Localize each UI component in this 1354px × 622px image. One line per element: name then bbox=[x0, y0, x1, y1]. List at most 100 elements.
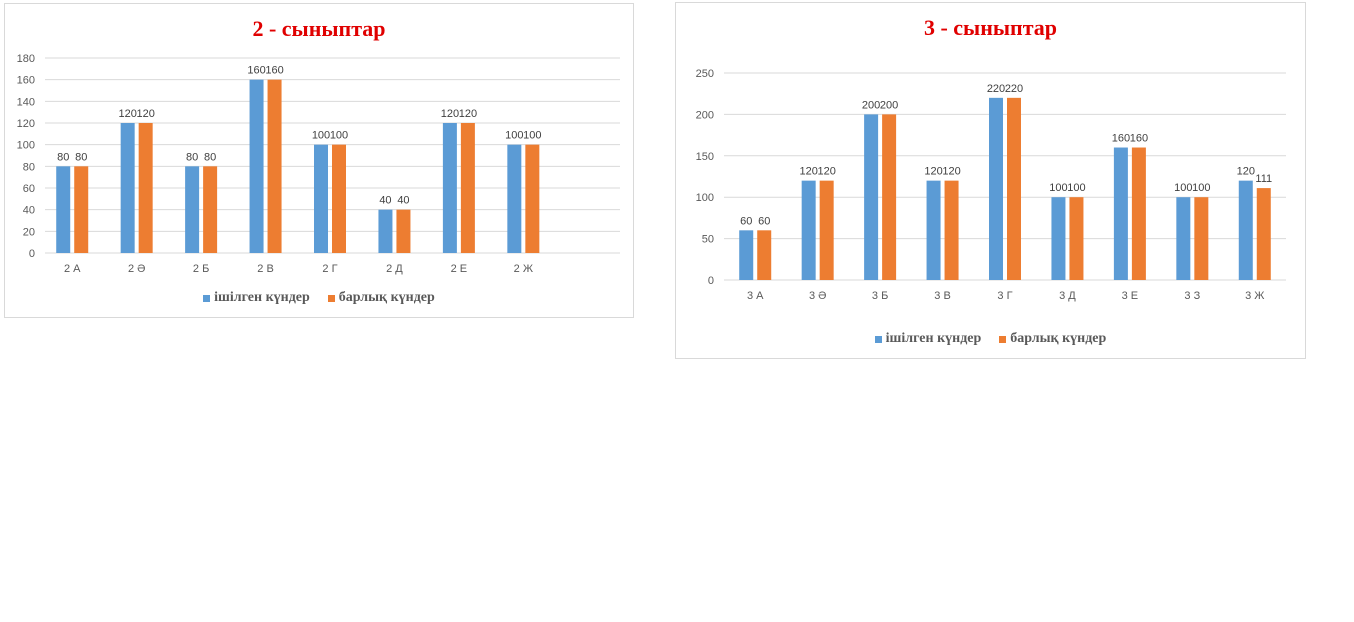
x-tick-label: 2 Ә bbox=[128, 263, 145, 275]
y-tick-label: 0 bbox=[708, 275, 714, 287]
bar-barlyk bbox=[1131, 147, 1146, 280]
bar-ishilgen bbox=[314, 144, 328, 253]
x-tick-label: 2 В bbox=[257, 263, 274, 275]
legend-swatch-series-2 bbox=[327, 294, 335, 302]
y-tick-label: 200 bbox=[696, 109, 714, 121]
data-label: 120 bbox=[817, 166, 835, 178]
x-tick-label: 2 Ж bbox=[514, 263, 533, 275]
bar-ishilgen bbox=[989, 97, 1003, 280]
data-label: 120 bbox=[459, 108, 477, 120]
y-tick-label: 140 bbox=[17, 96, 35, 108]
x-tick-label: 3 Ә bbox=[809, 290, 826, 302]
y-tick-label: 50 bbox=[702, 234, 714, 246]
bar-barlyk bbox=[757, 230, 772, 280]
chart-title: 2 - сыныптар bbox=[252, 16, 386, 41]
legend-swatch-series-2 bbox=[999, 335, 1007, 343]
bar-barlyk bbox=[460, 123, 475, 253]
data-label: 220 bbox=[987, 83, 1005, 95]
x-tick-label: 3 Д bbox=[1059, 290, 1076, 302]
bar-ishilgen bbox=[185, 166, 200, 253]
x-tick-label: 3 А bbox=[747, 290, 764, 302]
data-label: 100 bbox=[1067, 182, 1085, 194]
data-label: 111 bbox=[1255, 173, 1272, 185]
data-label: 160 bbox=[1130, 133, 1148, 145]
legend-swatch-series-1 bbox=[203, 294, 211, 302]
data-label: 100 bbox=[1174, 182, 1192, 194]
bar-ishilgen bbox=[739, 230, 754, 280]
bar-ishilgen bbox=[249, 79, 264, 254]
bar-ishilgen bbox=[1176, 197, 1191, 280]
bar-barlyk bbox=[396, 209, 411, 253]
data-label: 120 bbox=[799, 166, 817, 178]
y-tick-label: 0 bbox=[29, 248, 35, 260]
bar-barlyk bbox=[332, 144, 346, 253]
y-tick-label: 60 bbox=[23, 183, 35, 195]
legend-item-series-2: барлық күндер bbox=[999, 331, 1106, 347]
data-label: 40 bbox=[379, 195, 391, 207]
x-tick-label: 3 Б bbox=[872, 290, 888, 302]
bar-ishilgen bbox=[56, 166, 71, 253]
y-tick-label: 80 bbox=[23, 161, 35, 173]
legend-label-series-1: ішілген күндер bbox=[885, 331, 982, 346]
x-tick-label: 2 Г bbox=[322, 263, 337, 275]
y-tick-label: 20 bbox=[23, 226, 35, 238]
data-label: 120 bbox=[118, 108, 136, 120]
x-tick-label: 2 Б bbox=[193, 263, 209, 275]
x-tick-label: 3 З bbox=[1184, 290, 1200, 302]
data-label: 60 bbox=[758, 215, 770, 227]
bar-ishilgen bbox=[507, 144, 522, 253]
data-label: 100 bbox=[330, 130, 348, 142]
bar-ishilgen bbox=[801, 180, 816, 280]
x-tick-label: 3 Ж bbox=[1245, 290, 1264, 302]
data-label: 160 bbox=[247, 65, 265, 77]
data-label: 80 bbox=[186, 151, 198, 163]
bar-ishilgen bbox=[1238, 180, 1253, 280]
bar-barlyk bbox=[1256, 188, 1271, 280]
data-label: 120 bbox=[136, 108, 154, 120]
legend-label-series-1: ішілген күндер bbox=[214, 290, 310, 305]
legend-swatch-series-1 bbox=[874, 335, 882, 343]
x-tick-label: 3 В bbox=[934, 290, 951, 302]
data-label: 120 bbox=[924, 166, 942, 178]
chart-legend: ішілген күндер барлық күндер bbox=[5, 290, 633, 306]
bar-barlyk bbox=[267, 79, 282, 254]
bar-ishilgen bbox=[120, 123, 135, 253]
y-tick-label: 120 bbox=[17, 118, 35, 130]
bar-barlyk bbox=[138, 123, 153, 253]
x-tick-label: 2 Д bbox=[386, 263, 403, 275]
y-tick-label: 100 bbox=[17, 140, 35, 152]
chart-panel-2-classes: 2 - сыныптар 0 20 40 60 80 100 120 140 160 180 80 8… bbox=[4, 3, 634, 318]
data-label: 60 bbox=[740, 215, 752, 227]
y-tick-label: 150 bbox=[696, 151, 714, 163]
bar-barlyk bbox=[74, 166, 89, 253]
legend-item-series-1: ішілген күндер bbox=[203, 290, 310, 306]
bar-barlyk bbox=[1194, 197, 1209, 280]
bar-barlyk bbox=[525, 144, 540, 253]
bar-barlyk bbox=[1069, 197, 1084, 280]
legend-label-series-2: барлық күндер bbox=[1010, 331, 1107, 346]
bar-barlyk bbox=[203, 166, 218, 253]
chart-panel-3-classes: 3 - сыныптар 0 50 100 150 200 250 60 60 3 А 120 12… bbox=[675, 2, 1306, 359]
y-tick-label: 180 bbox=[17, 53, 35, 65]
data-label: 100 bbox=[1049, 182, 1067, 194]
data-label: 120 bbox=[1237, 166, 1255, 178]
bar-ishilgen bbox=[926, 180, 941, 280]
chart-legend: ішілген күндер барлық күндер bbox=[676, 331, 1305, 347]
bar-ishilgen bbox=[864, 114, 879, 281]
data-label: 120 bbox=[942, 166, 960, 178]
bar-barlyk bbox=[1007, 97, 1021, 280]
legend-item-series-2: барлық күндер bbox=[327, 290, 435, 306]
x-tick-label: 3 Е bbox=[1122, 290, 1139, 302]
data-label: 100 bbox=[312, 130, 330, 142]
y-tick-label: 160 bbox=[17, 75, 35, 87]
data-label: 160 bbox=[1112, 133, 1130, 145]
chart-title: 3 - сыныптар bbox=[923, 15, 1058, 40]
data-label: 100 bbox=[1192, 182, 1210, 194]
bar-barlyk bbox=[944, 180, 959, 280]
data-label: 80 bbox=[204, 151, 216, 163]
data-label: 40 bbox=[397, 195, 409, 207]
bar-ishilgen bbox=[1113, 147, 1128, 280]
data-label: 100 bbox=[505, 130, 523, 142]
